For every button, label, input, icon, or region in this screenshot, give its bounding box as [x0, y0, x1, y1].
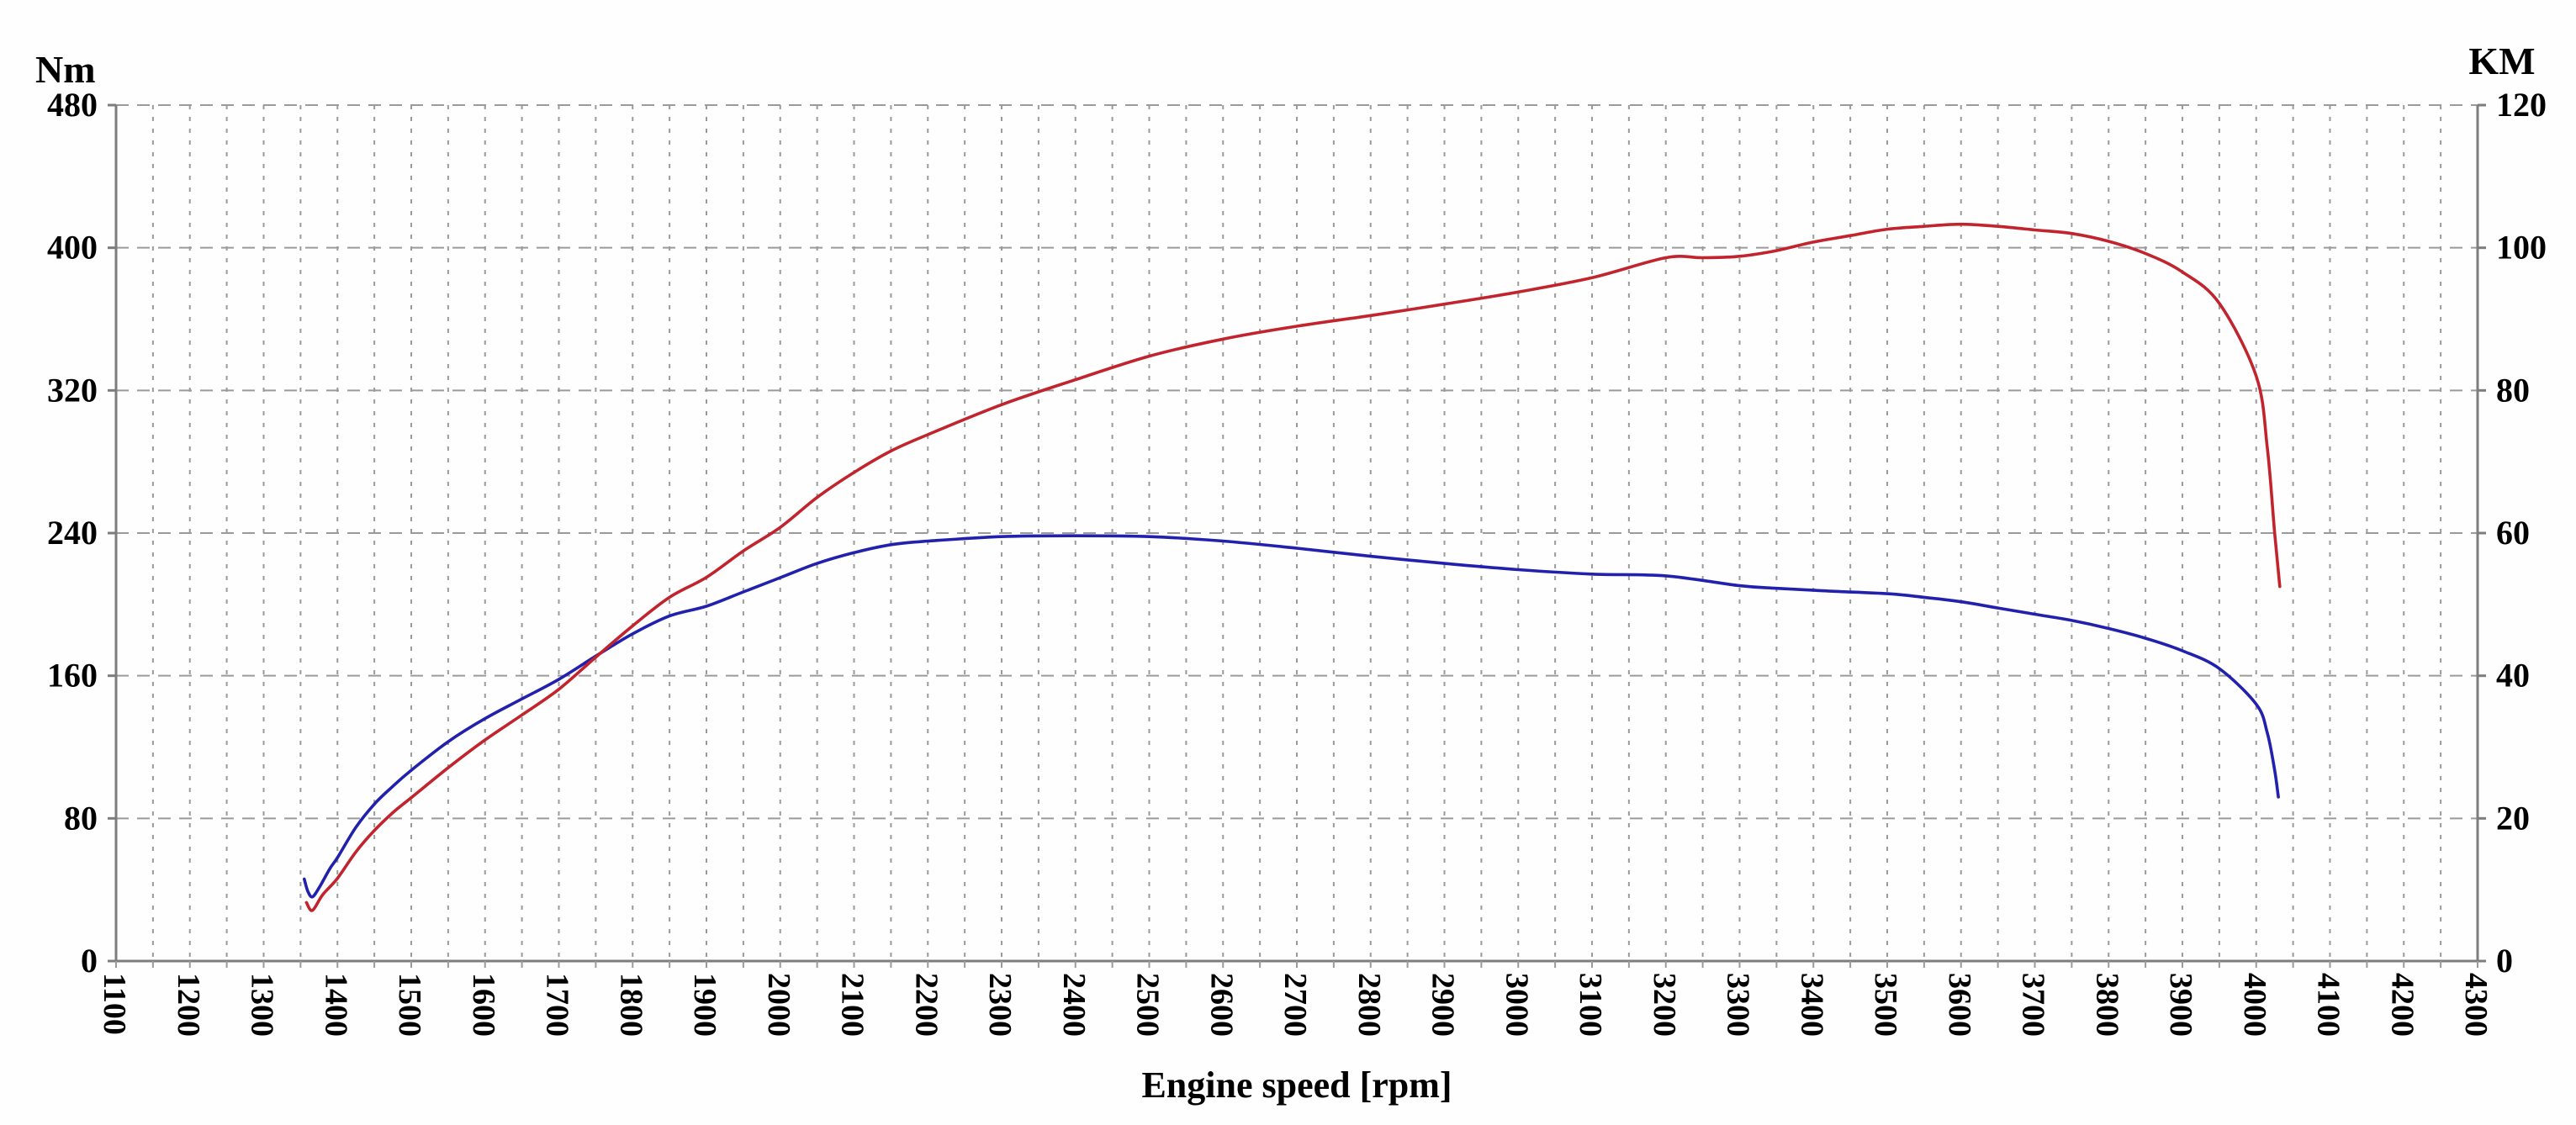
x-tick-label: 3600 [1942, 973, 1977, 1037]
x-tick-label: 1300 [245, 973, 280, 1037]
y-left-axis-title: Nm [35, 48, 96, 91]
y-right-tick-label: 120 [2496, 86, 2547, 124]
y-right-tick-label: 80 [2496, 371, 2530, 409]
x-tick-label: 3800 [2089, 973, 2124, 1037]
x-tick-label: 4000 [2237, 973, 2272, 1037]
x-tick-label: 3300 [1721, 973, 1756, 1037]
x-tick-label: 2200 [908, 973, 944, 1037]
x-tick-label: 3900 [2163, 973, 2198, 1037]
x-tick-label: 4100 [2311, 973, 2346, 1037]
y-left-tick-label: 160 [47, 657, 98, 695]
x-tick-label: 3200 [1647, 973, 1682, 1037]
x-tick-label: 3000 [1499, 973, 1534, 1037]
y-left-tick-label: 400 [47, 229, 98, 267]
y-left-tick-label: 80 [64, 799, 98, 837]
axis-labels: 0 80 160 240 320 400 480 0 20 40 60 80 100 120 1100 120… [35, 40, 2547, 1106]
tick-marks [108, 103, 2486, 968]
y-right-tick-label: 40 [2496, 657, 2530, 695]
y-left-tick-label: 240 [47, 514, 98, 552]
x-tick-label: 3400 [1794, 973, 1829, 1037]
y-left-tick-label: 480 [47, 86, 98, 124]
x-tick-label: 1900 [687, 973, 722, 1037]
x-tick-label: 2600 [1203, 973, 1239, 1037]
y-left-tick-label: 320 [47, 371, 98, 409]
x-tick-label: 1800 [613, 973, 648, 1037]
x-tick-label: 1700 [540, 973, 575, 1037]
x-tick-label: 4200 [2384, 973, 2420, 1037]
torque-curve [302, 534, 2280, 899]
power-curve [304, 222, 2282, 912]
x-tick-label: 3500 [1868, 973, 1903, 1037]
y-right-tick-label: 60 [2496, 514, 2530, 552]
x-axis-title: Engine speed [rpm] [1141, 1064, 1452, 1106]
curves [302, 222, 2282, 912]
gridlines [115, 104, 2478, 961]
x-tick-label: 2000 [761, 973, 796, 1037]
x-tick-label: 1600 [466, 973, 501, 1037]
x-tick-label: 3100 [1573, 973, 1608, 1037]
x-tick-label: 1200 [171, 973, 206, 1037]
y-right-tick-label: 20 [2496, 799, 2530, 837]
y-right-axis-title: KM [2468, 40, 2535, 82]
x-tick-label: 2400 [1056, 973, 1092, 1037]
x-tick-label: 3700 [2016, 973, 2051, 1037]
x-tick-label: 1100 [97, 973, 132, 1035]
x-tick-label: 2100 [835, 973, 870, 1037]
x-tick-label: 1400 [318, 973, 353, 1037]
x-tick-label: 2300 [982, 973, 1018, 1037]
x-tick-label: 2900 [1426, 973, 1461, 1037]
x-tick-label: 2700 [1277, 973, 1313, 1037]
x-tick-label: 4300 [2458, 973, 2494, 1037]
y-right-tick-label: 100 [2496, 229, 2547, 267]
x-tick-label: 1500 [392, 973, 427, 1037]
x-tick-label: 2500 [1130, 973, 1166, 1037]
y-left-tick-label: 0 [81, 942, 98, 980]
y-right-tick-label: 0 [2496, 942, 2513, 980]
x-tick-label: 2800 [1351, 973, 1387, 1037]
